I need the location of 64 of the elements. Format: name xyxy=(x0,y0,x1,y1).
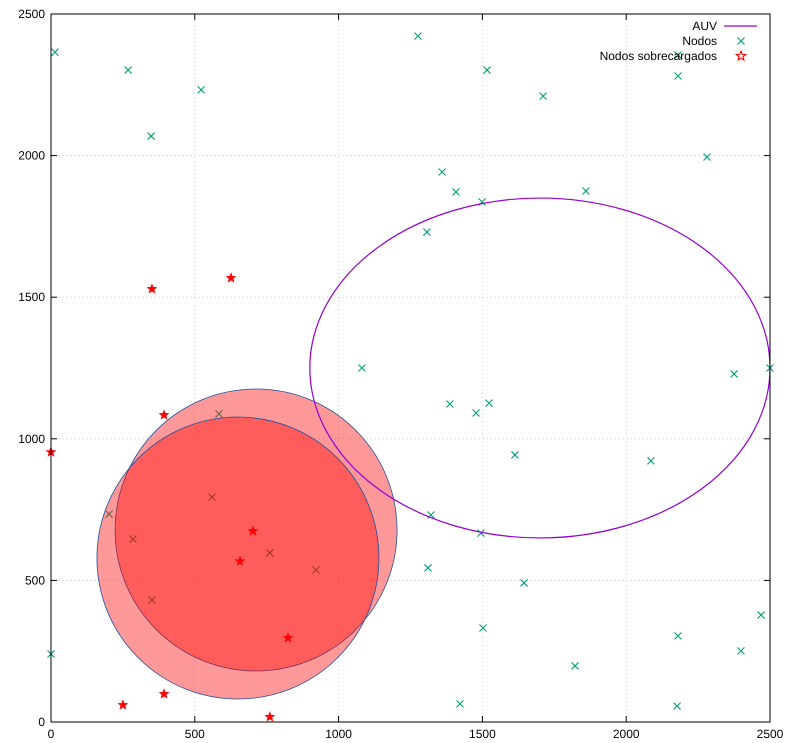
y-tick-label: 0 xyxy=(38,715,46,729)
point xyxy=(208,493,216,502)
y-tick-label: 500 xyxy=(24,573,46,588)
point xyxy=(312,566,320,574)
x-tick-label: 1000 xyxy=(325,727,352,741)
point xyxy=(582,186,590,196)
point xyxy=(446,400,454,408)
point xyxy=(482,66,492,74)
point xyxy=(424,564,432,572)
point xyxy=(234,556,245,566)
point xyxy=(673,702,682,710)
point xyxy=(570,662,580,670)
point xyxy=(422,228,431,236)
point xyxy=(358,364,366,372)
point xyxy=(159,410,169,420)
point xyxy=(757,610,766,619)
point xyxy=(197,86,206,94)
y-tick-label: 2500 xyxy=(18,7,46,21)
point xyxy=(159,688,169,698)
point xyxy=(426,510,435,520)
annotation: AUV xyxy=(692,19,717,33)
point xyxy=(128,535,138,544)
point xyxy=(266,548,274,557)
point xyxy=(105,510,114,518)
legend-label: Nodos xyxy=(682,34,717,48)
point xyxy=(484,399,494,408)
point xyxy=(646,456,655,465)
point xyxy=(674,632,682,640)
point xyxy=(147,132,156,140)
point xyxy=(510,450,519,459)
point xyxy=(46,650,56,658)
point xyxy=(283,632,293,642)
point xyxy=(766,364,774,372)
point xyxy=(472,408,480,418)
point xyxy=(414,32,422,40)
point xyxy=(148,596,156,604)
y-tick-label: 2000 xyxy=(18,148,46,163)
point xyxy=(146,284,157,294)
point xyxy=(214,410,224,418)
y-tick-label: 1500 xyxy=(18,290,46,304)
point xyxy=(730,370,738,378)
point xyxy=(50,48,60,56)
point xyxy=(264,712,275,722)
point xyxy=(520,578,528,587)
y-tick-label: 1000 xyxy=(18,432,46,446)
point xyxy=(456,700,464,708)
point xyxy=(438,168,446,176)
x-tick-label: 0 xyxy=(48,727,55,741)
point xyxy=(476,529,486,538)
point xyxy=(539,92,548,100)
point xyxy=(702,152,712,162)
point xyxy=(478,198,486,206)
point xyxy=(118,700,128,710)
point xyxy=(452,188,460,196)
point xyxy=(226,272,236,282)
x-tick-label: 1500 xyxy=(469,727,496,741)
point xyxy=(674,72,682,80)
point xyxy=(736,646,745,655)
x-tick-label: 2500 xyxy=(756,727,784,741)
point xyxy=(124,66,132,74)
x-tick-label: 2000 xyxy=(612,727,640,741)
point xyxy=(478,624,488,632)
x-tick-label: 500 xyxy=(184,727,206,741)
point xyxy=(248,526,258,536)
